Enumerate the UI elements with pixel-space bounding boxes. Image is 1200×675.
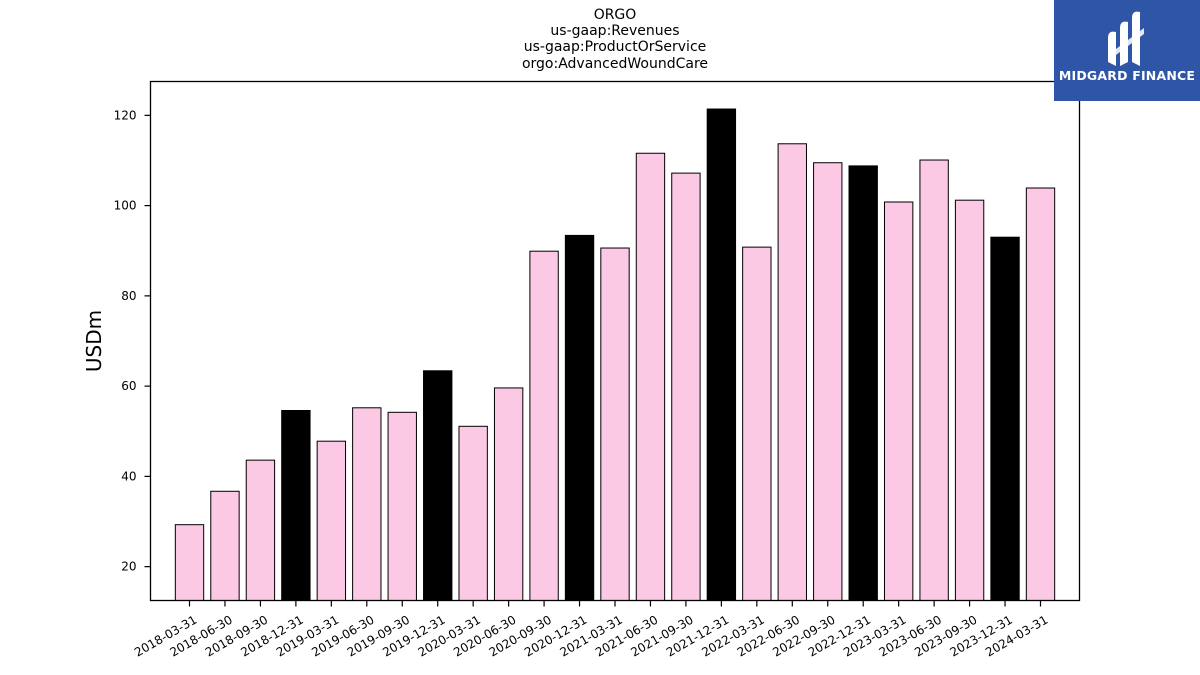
chart-title-line-3: us-gaap:ProductOrService <box>523 39 707 55</box>
y-tick-label: 100 <box>114 199 137 213</box>
bar-2023-06-30 <box>919 159 949 602</box>
y-tick-label: 20 <box>121 560 136 574</box>
chart-title-line-4: orgo:AdvancedWoundCare <box>521 56 709 72</box>
chart-title-line-2: us-gaap:Revenues <box>550 23 680 39</box>
bar-2019-03-31 <box>316 440 347 602</box>
bar-2020-12-31 <box>564 234 595 601</box>
midgard-finance-logo: MIDGARD FINANCE <box>1054 0 1200 101</box>
y-tick-label: 60 <box>121 379 136 393</box>
bar-2023-12-31 <box>990 236 1020 601</box>
bar-2018-06-30 <box>210 490 240 602</box>
chart-title-line-1: ORGO <box>593 7 637 23</box>
bar-2022-12-31 <box>848 165 878 601</box>
bar-2023-09-30 <box>954 199 985 601</box>
bar-2018-09-30 <box>245 459 276 601</box>
bar-2019-09-30 <box>387 411 417 601</box>
y-axis-label: USDm <box>82 310 106 372</box>
bar-2020-09-30 <box>529 250 559 601</box>
bar-2019-12-31 <box>423 370 453 601</box>
midgard-logo-icon <box>1108 11 1144 67</box>
y-tick-label: 40 <box>121 469 136 483</box>
bars-group <box>174 108 1056 602</box>
bar-2024-03-31 <box>1025 187 1056 602</box>
y-tick-label: 120 <box>114 108 137 122</box>
bar-2018-12-31 <box>281 410 311 601</box>
bar-2019-06-30 <box>352 407 382 601</box>
logo-text: MIDGARD FINANCE <box>1058 68 1196 83</box>
bar-2021-12-31 <box>706 108 737 601</box>
y-axis: 20 40 60 80 100 120 <box>114 108 151 574</box>
bar-2021-09-30 <box>671 172 701 601</box>
bar-2021-06-30 <box>635 152 666 601</box>
bar-2020-03-31 <box>458 425 488 601</box>
y-tick-label: 80 <box>121 289 136 303</box>
bar-2021-03-31 <box>600 247 630 601</box>
bar-2022-03-31 <box>742 246 772 601</box>
bar-2022-06-30 <box>777 143 807 601</box>
bar-2020-06-30 <box>493 387 524 601</box>
bar-2023-03-31 <box>883 201 914 601</box>
x-axis: 2018-03-312018-06-302018-09-302018-12-31… <box>132 600 1050 660</box>
bar-2022-09-30 <box>813 162 843 602</box>
bar-2018-03-31 <box>174 524 205 601</box>
